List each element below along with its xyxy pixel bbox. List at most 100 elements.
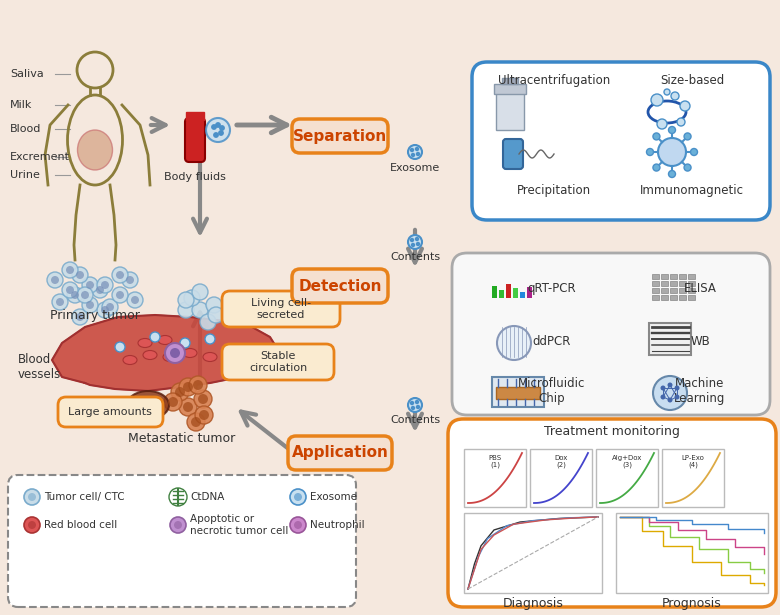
Text: Primary tumor: Primary tumor: [50, 309, 140, 322]
FancyBboxPatch shape: [292, 119, 388, 153]
Circle shape: [192, 284, 208, 300]
FancyBboxPatch shape: [222, 344, 334, 380]
Bar: [506, 284, 511, 298]
Circle shape: [72, 267, 88, 283]
Circle shape: [102, 299, 118, 315]
Bar: [670, 288, 677, 293]
Circle shape: [647, 148, 654, 156]
Text: Urine: Urine: [10, 170, 40, 180]
Circle shape: [170, 348, 180, 358]
Text: Living cell-
secreted: Living cell- secreted: [251, 298, 311, 320]
Ellipse shape: [163, 352, 177, 362]
Circle shape: [417, 405, 420, 408]
Bar: [670, 281, 677, 286]
Circle shape: [127, 292, 143, 308]
Bar: [499, 290, 504, 298]
Ellipse shape: [203, 352, 217, 362]
Bar: [688, 281, 695, 286]
Circle shape: [410, 239, 413, 242]
Circle shape: [198, 394, 208, 404]
Circle shape: [28, 493, 36, 501]
Circle shape: [653, 164, 660, 171]
Bar: [652, 288, 659, 293]
Text: Body fluids: Body fluids: [164, 172, 226, 182]
Circle shape: [664, 89, 670, 95]
FancyBboxPatch shape: [58, 397, 163, 427]
Text: Prognosis: Prognosis: [662, 597, 722, 610]
Text: Blood
vessels: Blood vessels: [18, 353, 62, 381]
Bar: [670, 274, 677, 279]
Circle shape: [194, 390, 212, 408]
Circle shape: [150, 332, 160, 342]
Text: Treatment monitoring: Treatment monitoring: [544, 424, 680, 437]
Bar: [688, 274, 695, 279]
Circle shape: [290, 489, 306, 505]
Text: qRT-PCR: qRT-PCR: [528, 282, 576, 295]
Text: ddPCR: ddPCR: [533, 335, 571, 347]
Circle shape: [24, 489, 40, 505]
Text: ELISA: ELISA: [683, 282, 717, 295]
Circle shape: [653, 133, 660, 140]
Text: Tumor cell/ CTC: Tumor cell/ CTC: [44, 492, 125, 502]
Bar: [596, 449, 658, 507]
Bar: [513, 288, 518, 298]
Text: Neutrophil: Neutrophil: [310, 520, 364, 530]
Circle shape: [675, 386, 679, 391]
FancyBboxPatch shape: [288, 436, 392, 470]
Circle shape: [497, 326, 531, 360]
Text: Size-based: Size-based: [660, 74, 724, 87]
Text: Blood: Blood: [10, 124, 41, 134]
Bar: [679, 295, 686, 300]
Circle shape: [294, 493, 302, 501]
Circle shape: [183, 382, 193, 392]
Circle shape: [410, 148, 413, 151]
Bar: [502, 78, 518, 84]
Circle shape: [416, 148, 419, 151]
Text: Exosome: Exosome: [310, 492, 357, 502]
Ellipse shape: [143, 351, 157, 360]
Circle shape: [82, 297, 98, 313]
Text: Microfluidic
Chip: Microfluidic Chip: [519, 377, 586, 405]
Circle shape: [101, 306, 109, 314]
Text: Saliva: Saliva: [10, 69, 44, 79]
Text: WB: WB: [690, 335, 710, 347]
Circle shape: [112, 267, 128, 283]
Circle shape: [668, 397, 672, 402]
Bar: [464, 513, 602, 593]
Bar: [520, 292, 525, 298]
Circle shape: [115, 342, 125, 352]
Bar: [679, 274, 686, 279]
Circle shape: [97, 302, 113, 318]
Circle shape: [86, 281, 94, 289]
Text: Metastatic tumor: Metastatic tumor: [129, 432, 236, 445]
Bar: [492, 377, 544, 407]
Circle shape: [184, 290, 200, 306]
FancyBboxPatch shape: [503, 139, 523, 169]
Circle shape: [62, 282, 78, 298]
Circle shape: [66, 286, 74, 294]
Bar: [661, 274, 668, 279]
Circle shape: [178, 302, 194, 318]
Circle shape: [86, 301, 94, 309]
Bar: [662, 449, 724, 507]
Circle shape: [675, 394, 679, 400]
FancyBboxPatch shape: [8, 475, 356, 607]
Circle shape: [183, 402, 193, 412]
Circle shape: [680, 101, 690, 111]
Bar: [492, 286, 497, 298]
Bar: [616, 513, 768, 593]
Circle shape: [200, 314, 216, 330]
Circle shape: [290, 517, 306, 533]
Circle shape: [661, 394, 665, 400]
Circle shape: [684, 133, 691, 140]
Circle shape: [76, 271, 84, 279]
Circle shape: [416, 400, 419, 403]
Text: Machine
Learning: Machine Learning: [675, 377, 725, 405]
Bar: [496, 88, 524, 130]
Bar: [494, 84, 526, 94]
Ellipse shape: [123, 355, 137, 365]
Circle shape: [56, 298, 64, 306]
Circle shape: [82, 277, 98, 293]
FancyBboxPatch shape: [222, 291, 340, 327]
Circle shape: [671, 92, 679, 100]
